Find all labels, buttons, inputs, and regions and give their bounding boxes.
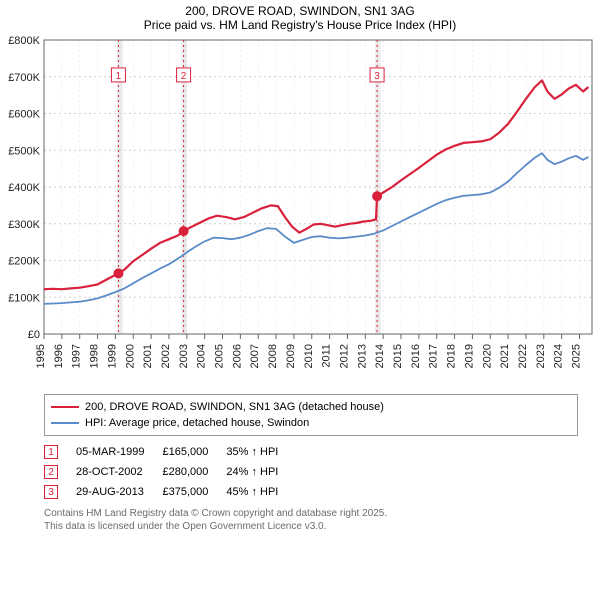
legend-row: 200, DROVE ROAD, SWINDON, SN1 3AG (detac… [51, 399, 571, 415]
sale-badge: 1 [44, 445, 58, 459]
y-tick-label: £100K [8, 292, 40, 304]
footer-line-1: Contains HM Land Registry data © Crown c… [44, 508, 578, 521]
x-tick-label: 2019 [463, 344, 475, 368]
x-tick-label: 2022 [517, 344, 529, 368]
x-tick-label: 2006 [231, 344, 243, 368]
footer-attribution: Contains HM Land Registry data © Crown c… [44, 508, 578, 533]
y-tick-label: £0 [28, 329, 40, 341]
x-tick-label: 2025 [571, 344, 583, 368]
x-tick-label: 2017 [428, 344, 440, 368]
title-line-2: Price paid vs. HM Land Registry's House … [0, 18, 600, 32]
sale-price: £375,000 [162, 482, 226, 502]
table-row: 3 29-AUG-2013£375,00045% ↑ HPI [44, 482, 296, 502]
legend-label: 200, DROVE ROAD, SWINDON, SN1 3AG (detac… [85, 401, 384, 413]
x-tick-label: 1996 [53, 344, 65, 368]
x-tick-label: 2002 [160, 344, 172, 368]
y-tick-label: £800K [8, 35, 40, 47]
x-tick-label: 2016 [410, 344, 422, 368]
sale-price: £165,000 [162, 442, 226, 462]
x-tick-label: 1999 [106, 344, 118, 368]
y-tick-label: £700K [8, 72, 40, 84]
sale-badge: 2 [44, 465, 58, 479]
legend-swatch [51, 422, 79, 424]
sale-date: 28-OCT-2002 [76, 462, 162, 482]
y-tick-label: £300K [8, 219, 40, 231]
sale-marker-dot [114, 269, 123, 278]
sales-table: 1 05-MAR-1999£165,00035% ↑ HPI 2 28-OCT-200… [44, 442, 296, 502]
chart-title-block: 200, DROVE ROAD, SWINDON, SN1 3AG Price … [0, 0, 600, 34]
x-tick-label: 2004 [196, 344, 208, 368]
title-line-1: 200, DROVE ROAD, SWINDON, SN1 3AG [0, 4, 600, 18]
x-tick-label: 2012 [338, 344, 350, 368]
sale-marker-number: 2 [181, 71, 187, 82]
x-tick-label: 2005 [214, 344, 226, 368]
legend-swatch [51, 406, 79, 408]
table-row: 1 05-MAR-1999£165,00035% ↑ HPI [44, 442, 296, 462]
legend-label: HPI: Average price, detached house, Swin… [85, 417, 309, 429]
x-tick-label: 2011 [321, 344, 333, 368]
x-tick-label: 2001 [142, 344, 154, 368]
x-tick-label: 2023 [535, 344, 547, 368]
sale-marker-dot [179, 227, 188, 236]
x-tick-label: 2018 [446, 344, 458, 368]
sale-badge: 3 [44, 485, 58, 499]
x-tick-label: 2013 [356, 344, 368, 368]
x-tick-label: 1997 [71, 344, 83, 368]
x-tick-label: 2021 [499, 344, 511, 368]
table-row: 2 28-OCT-2002£280,00024% ↑ HPI [44, 462, 296, 482]
sale-date: 29-AUG-2013 [76, 482, 162, 502]
x-tick-label: 2024 [553, 344, 565, 368]
sale-delta: 45% ↑ HPI [226, 482, 296, 502]
y-tick-label: £400K [8, 182, 40, 194]
sale-marker-dot [373, 192, 382, 201]
x-tick-label: 2008 [267, 344, 279, 368]
footer-line-2: This data is licensed under the Open Gov… [44, 521, 578, 534]
chart: £0 £100K £200K £300K £400K £500K £600K £700K £80… [0, 34, 600, 390]
legend: 200, DROVE ROAD, SWINDON, SN1 3AG (detac… [44, 394, 578, 436]
x-tick-label: 2009 [285, 344, 297, 368]
sale-marker-number: 1 [116, 71, 122, 82]
x-tick-label: 2020 [481, 344, 493, 368]
chart-svg: £0 £100K £200K £300K £400K £500K £600K £700K £80… [0, 34, 600, 390]
x-tick-label: 2000 [124, 344, 136, 368]
y-tick-label: £500K [8, 145, 40, 157]
x-tick-label: 1995 [35, 344, 47, 368]
x-tick-label: 2007 [249, 344, 261, 368]
x-tick-label: 2014 [374, 344, 386, 368]
x-tick-label: 2015 [392, 344, 404, 368]
sale-marker-number: 3 [374, 71, 380, 82]
sale-date: 05-MAR-1999 [76, 442, 162, 462]
x-tick-label: 1998 [89, 344, 101, 368]
sale-delta: 24% ↑ HPI [226, 462, 296, 482]
sale-delta: 35% ↑ HPI [226, 442, 296, 462]
y-tick-label: £600K [8, 109, 40, 121]
y-tick-label: £200K [8, 256, 40, 268]
legend-row: HPI: Average price, detached house, Swin… [51, 415, 571, 431]
x-tick-label: 2010 [303, 344, 315, 368]
sale-price: £280,000 [162, 462, 226, 482]
x-tick-label: 2003 [178, 344, 190, 368]
